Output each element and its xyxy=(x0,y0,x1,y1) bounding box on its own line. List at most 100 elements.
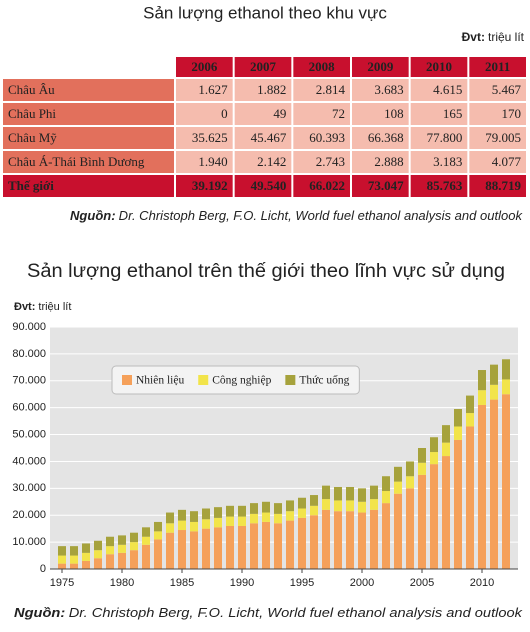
cell-text: 60.393 xyxy=(309,130,345,145)
header-text: 2008 xyxy=(309,59,336,74)
bar-segment xyxy=(70,555,78,564)
x-tick-label: 2000 xyxy=(350,577,374,589)
row-label: Châu Mỹ xyxy=(8,130,57,145)
bar-segment xyxy=(238,516,246,526)
bar-segment xyxy=(346,511,354,569)
source: Dr. Christoph Berg, F.O. Licht, World fu… xyxy=(119,209,523,223)
bar-segment xyxy=(358,501,366,513)
bar-segment xyxy=(106,554,114,569)
bar-segment xyxy=(358,512,366,569)
cell-text: 3.683 xyxy=(374,82,403,97)
bar-segment xyxy=(106,536,114,547)
cell xyxy=(234,79,292,101)
bar-segment xyxy=(418,462,426,475)
header-text: 2006 xyxy=(191,59,218,74)
cell-text: 77.800 xyxy=(427,130,463,145)
cell-text: 72 xyxy=(332,106,345,121)
cell xyxy=(469,103,526,125)
bar-segment xyxy=(454,426,462,440)
cell xyxy=(293,175,350,197)
cell xyxy=(352,151,409,173)
bar-segment xyxy=(322,499,330,510)
cell-text: 39.192 xyxy=(192,178,228,193)
bar-segment xyxy=(394,493,402,569)
bar-segment xyxy=(250,503,258,514)
cell xyxy=(3,103,174,125)
bar-segment xyxy=(178,530,186,569)
bar-segment xyxy=(226,505,234,517)
bar-segment xyxy=(226,525,234,569)
bar-segment xyxy=(370,509,378,569)
cell-text: 170 xyxy=(502,106,522,121)
cell-text: 165 xyxy=(443,106,463,121)
cell xyxy=(3,175,174,197)
cell xyxy=(293,127,350,149)
bar-segment xyxy=(286,520,294,569)
bar-segment xyxy=(478,390,486,405)
bar-segment xyxy=(442,425,450,443)
cell-text: 66.022 xyxy=(309,178,345,193)
cell-text: 35.625 xyxy=(192,130,228,145)
bar-segment xyxy=(430,464,438,569)
cell-text: 1.627 xyxy=(198,82,228,97)
bar-segment xyxy=(442,456,450,569)
header-cell xyxy=(234,57,292,77)
bar-segment xyxy=(82,552,90,561)
bar-segment xyxy=(502,359,510,380)
cell xyxy=(352,79,409,101)
bar-segment xyxy=(262,501,270,513)
bar-segment xyxy=(190,531,198,569)
x-tick-label: 1975 xyxy=(50,577,74,589)
bar-segment xyxy=(130,550,138,569)
cell-text: 1.882 xyxy=(257,82,286,97)
bar-segment xyxy=(70,546,78,556)
bar-segment xyxy=(238,505,246,517)
bar-segment xyxy=(454,439,462,569)
bar-segment xyxy=(202,528,210,569)
header-cell xyxy=(293,57,350,77)
y-tick-label: 80.000 xyxy=(12,348,46,360)
chart-unit: Đvt: triệu lít xyxy=(14,301,71,313)
header-cell xyxy=(176,57,233,77)
bar-segment xyxy=(298,497,306,509)
bar-segment xyxy=(178,509,186,521)
bar-segment xyxy=(406,476,414,489)
bar-segment xyxy=(466,426,474,569)
table-title: Sản lượng ethanol theo khu vực xyxy=(143,3,387,22)
bar-segment xyxy=(310,495,318,506)
cell xyxy=(352,127,409,149)
bar-segment xyxy=(58,563,66,569)
header-cell xyxy=(410,57,468,77)
bar-segment xyxy=(466,395,474,414)
bar-segment xyxy=(142,544,150,569)
cell xyxy=(293,79,350,101)
cell xyxy=(352,175,409,197)
cell-text: 4.077 xyxy=(492,154,522,169)
bar-segment xyxy=(262,521,270,569)
unit: triệu lít xyxy=(38,301,71,313)
cell xyxy=(3,127,174,149)
cell-text: 1.940 xyxy=(198,154,227,169)
bar-segment xyxy=(166,523,174,533)
x-tick-label: 1995 xyxy=(290,577,314,589)
bar-segment xyxy=(430,437,438,453)
bar-segment xyxy=(490,399,498,569)
bar-segment xyxy=(358,488,366,502)
bar-segment xyxy=(190,511,198,522)
cell-text: 73.047 xyxy=(368,178,404,193)
bar-segment xyxy=(382,503,390,569)
cell xyxy=(176,151,233,173)
bar-segment xyxy=(502,394,510,569)
bar-segment xyxy=(82,560,90,569)
bar-segment xyxy=(130,542,138,551)
bar-segment xyxy=(442,442,450,457)
bar-segment xyxy=(58,546,66,556)
legend-swatch xyxy=(122,375,132,385)
bar-segment xyxy=(274,513,282,524)
cell-text: 79.005 xyxy=(485,130,521,145)
cell xyxy=(469,151,526,173)
bar-segment xyxy=(154,531,162,540)
bar-segment xyxy=(154,539,162,569)
legend-box xyxy=(111,365,360,395)
